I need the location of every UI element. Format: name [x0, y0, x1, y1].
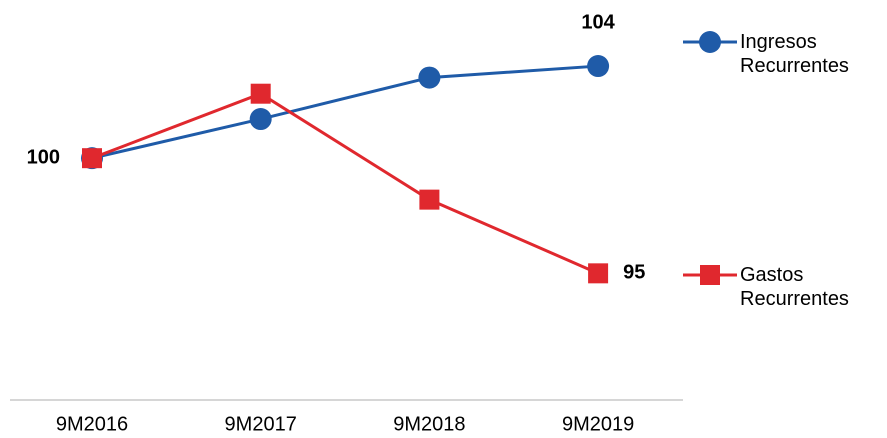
data-point	[250, 83, 271, 104]
data-point	[419, 189, 440, 210]
data-label: 95	[623, 262, 645, 284]
legend-label: Ingresos Recurrentes	[740, 31, 849, 77]
x-tick-label: 9M2019	[562, 413, 634, 435]
data-point	[249, 108, 272, 131]
legend-label: Gastos Recurrentes	[740, 264, 849, 310]
series-line	[91, 92, 599, 275]
x-tick-label: 9M2017	[225, 413, 297, 435]
data-point	[588, 263, 609, 284]
x-tick-label: 9M2016	[56, 413, 128, 435]
data-label: 104	[581, 11, 615, 33]
series-line	[91, 64, 599, 160]
legend-marker	[699, 31, 721, 53]
data-point	[587, 55, 610, 78]
data-point	[82, 148, 102, 169]
data-point	[418, 66, 441, 89]
x-tick-label: 9M2018	[393, 413, 465, 435]
data-label: 100	[27, 146, 60, 168]
legend-marker	[700, 265, 720, 285]
